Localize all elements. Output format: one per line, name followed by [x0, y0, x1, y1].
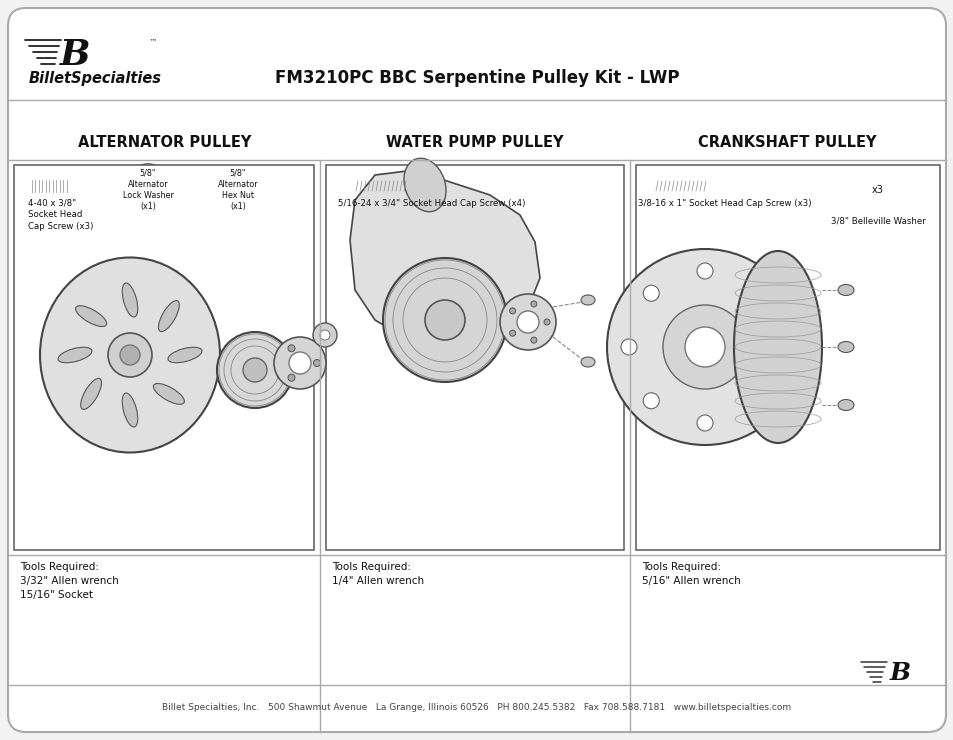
Circle shape [868, 181, 886, 199]
Text: 3/8-16 x 1" Socket Head Cap Screw (x3): 3/8-16 x 1" Socket Head Cap Screw (x3) [638, 199, 811, 208]
Circle shape [530, 337, 537, 343]
Text: B: B [888, 661, 909, 685]
Text: B: B [60, 38, 91, 72]
Ellipse shape [75, 306, 107, 326]
Ellipse shape [580, 295, 595, 305]
Circle shape [319, 330, 330, 340]
Ellipse shape [733, 251, 821, 443]
Text: Tools Required:
3/32" Allen wrench
15/16" Socket: Tools Required: 3/32" Allen wrench 15/16… [20, 562, 118, 600]
Circle shape [857, 170, 897, 210]
Ellipse shape [837, 341, 853, 352]
Circle shape [684, 327, 724, 367]
Text: Billet Specialties, Inc.   500 Shawmut Avenue   La Grange, Illinois 60526   PH 8: Billet Specialties, Inc. 500 Shawmut Ave… [162, 704, 791, 713]
Circle shape [499, 294, 556, 350]
Bar [14, 165, 314, 550]
Bar [337, 180, 354, 192]
Bar [654, 181, 705, 191]
Circle shape [750, 285, 766, 301]
Bar [638, 180, 654, 192]
Ellipse shape [122, 393, 137, 427]
Text: Tools Required:
5/16" Allen wrench: Tools Required: 5/16" Allen wrench [641, 562, 740, 586]
Ellipse shape [122, 283, 137, 317]
Text: 5/8"
Alternator
Lock Washer
(x1): 5/8" Alternator Lock Washer (x1) [122, 169, 173, 211]
Text: x3: x3 [871, 185, 883, 195]
Bar [326, 165, 623, 550]
Circle shape [530, 301, 537, 307]
Circle shape [135, 177, 161, 203]
Circle shape [509, 308, 515, 314]
Text: WATER PUMP PULLEY: WATER PUMP PULLEY [386, 135, 563, 149]
Circle shape [662, 305, 746, 389]
Polygon shape [217, 166, 258, 214]
Ellipse shape [158, 300, 179, 332]
Ellipse shape [81, 378, 101, 409]
Circle shape [509, 330, 515, 336]
Text: 4-40 x 3/8"
Socket Head
Cap Screw (x3): 4-40 x 3/8" Socket Head Cap Screw (x3) [28, 198, 93, 231]
Text: BilletSpecialties: BilletSpecialties [29, 70, 161, 86]
Circle shape [642, 393, 659, 408]
Circle shape [697, 263, 712, 279]
Circle shape [543, 319, 550, 325]
Circle shape [216, 332, 293, 408]
Circle shape [620, 339, 637, 355]
Polygon shape [350, 170, 539, 345]
Circle shape [772, 339, 788, 355]
Text: CRANKSHAFT PULLEY: CRANKSHAFT PULLEY [697, 135, 876, 149]
Circle shape [288, 345, 294, 352]
Bar [354, 181, 406, 191]
Circle shape [288, 374, 294, 381]
Bar [636, 165, 939, 550]
Ellipse shape [580, 357, 595, 367]
Circle shape [108, 333, 152, 377]
Circle shape [243, 358, 267, 382]
Bar [28, 180, 70, 192]
Circle shape [122, 164, 173, 216]
Ellipse shape [40, 258, 220, 452]
Text: Tools Required:
1/4" Allen wrench: Tools Required: 1/4" Allen wrench [332, 562, 424, 586]
Circle shape [274, 337, 326, 389]
Circle shape [382, 258, 506, 382]
Circle shape [424, 300, 464, 340]
Ellipse shape [837, 284, 853, 295]
Text: ™: ™ [149, 38, 157, 47]
Ellipse shape [403, 158, 446, 212]
Circle shape [289, 352, 311, 374]
Text: ALTERNATOR PULLEY: ALTERNATOR PULLEY [78, 135, 252, 149]
Text: 3/8" Belleville Washer: 3/8" Belleville Washer [830, 216, 924, 225]
Ellipse shape [58, 347, 91, 363]
FancyBboxPatch shape [8, 8, 945, 732]
Text: FM3210PC BBC Serpentine Pulley Kit - LWP: FM3210PC BBC Serpentine Pulley Kit - LWP [274, 69, 679, 87]
Circle shape [313, 323, 336, 347]
Ellipse shape [153, 383, 184, 404]
Circle shape [517, 311, 538, 333]
Circle shape [120, 345, 140, 365]
Circle shape [314, 360, 320, 366]
Text: 5/8"
Alternator
Hex Nut
(x1): 5/8" Alternator Hex Nut (x1) [217, 169, 258, 211]
Circle shape [750, 393, 766, 408]
Ellipse shape [837, 400, 853, 411]
Ellipse shape [168, 347, 202, 363]
Circle shape [697, 415, 712, 431]
Text: 5/16-24 x 3/4" Socket Head Cap Screw (x4): 5/16-24 x 3/4" Socket Head Cap Screw (x4… [337, 199, 525, 208]
Circle shape [642, 285, 659, 301]
Circle shape [606, 249, 802, 445]
